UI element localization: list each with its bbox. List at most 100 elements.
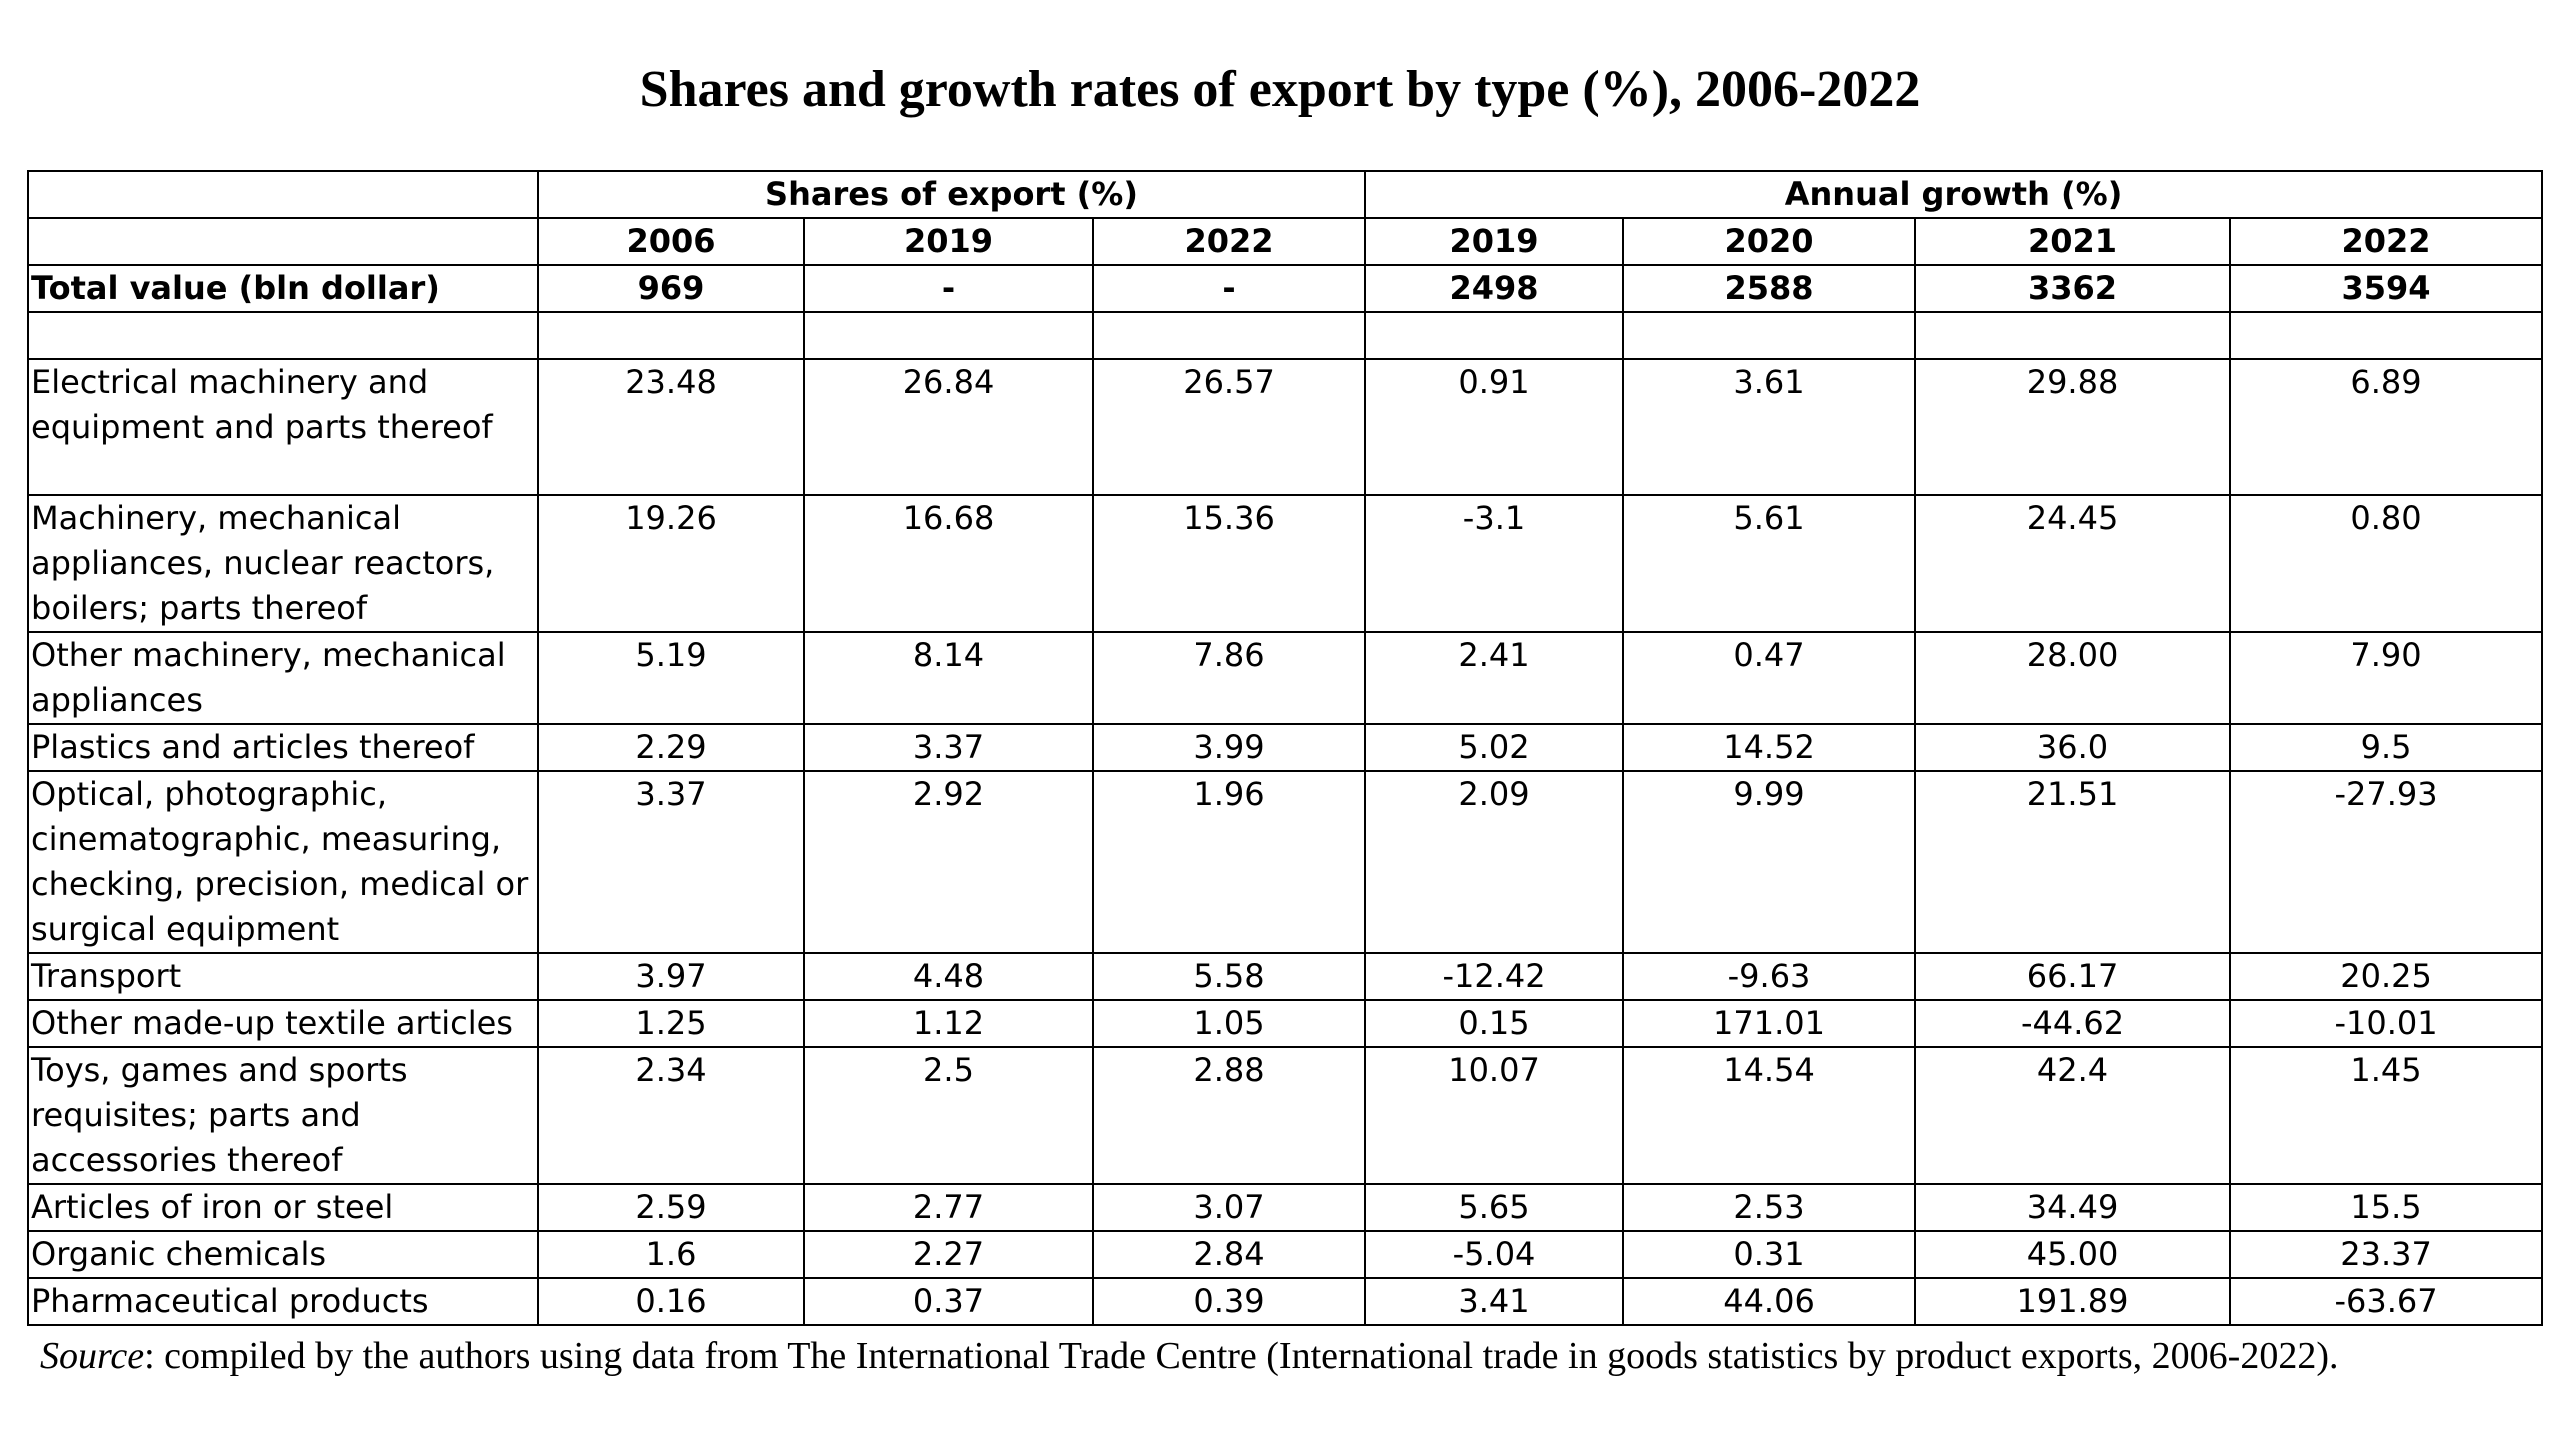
growth-group-header: Annual growth (%) <box>1364 170 2544 219</box>
table-row: Electrical machinery and equipment and p… <box>27 358 2544 496</box>
value-cell: 28.00 <box>1914 631 2232 725</box>
table-row: Other made-up textile articles 1.25 1.12 1.… <box>27 999 2544 1048</box>
table-row: Pharmaceutical products 0.16 0.37 0.39 3.41 4… <box>27 1277 2544 1326</box>
value-cell: 2.34 <box>537 1046 805 1185</box>
value-cell: 26.57 <box>1091 358 1367 496</box>
value-cell: 1.25 <box>537 999 805 1048</box>
total-value: 3594 <box>2229 264 2544 313</box>
export-table: Shares of export (%) Annual growth (%) 2… <box>27 170 2544 1326</box>
product-label: Articles of iron or steel <box>27 1183 539 1232</box>
value-cell: 5.65 <box>1364 1183 1625 1232</box>
value-cell: 5.02 <box>1364 723 1625 772</box>
value-cell: 0.31 <box>1622 1230 1917 1279</box>
value-cell: 1.45 <box>2229 1046 2544 1185</box>
value-cell: 24.45 <box>1914 494 2232 633</box>
product-label: Transport <box>27 952 539 1001</box>
product-label: Toys, games and sports requisites; parts… <box>27 1046 539 1185</box>
value-cell: 6.89 <box>2229 358 2544 496</box>
year-header: 2019 <box>803 217 1094 266</box>
total-value: 3362 <box>1914 264 2232 313</box>
value-cell: 0.47 <box>1622 631 1917 725</box>
value-cell: -9.63 <box>1622 952 1917 1001</box>
year-header: 2006 <box>537 217 805 266</box>
value-cell: 15.36 <box>1091 494 1367 633</box>
source-prefix: Source <box>40 1335 145 1377</box>
shares-group-header: Shares of export (%) <box>536 170 1367 219</box>
value-cell: 9.99 <box>1622 770 1917 954</box>
year-header: 2019 <box>1364 217 1625 266</box>
total-value: 969 <box>537 264 805 313</box>
value-cell: 3.37 <box>803 723 1094 772</box>
total-row: Total value (bln dollar) 969 - - 2498 25… <box>27 264 2544 313</box>
table-row: Transport 3.97 4.48 5.58 -12.42 -9.63 66.17 20.… <box>27 952 2544 1001</box>
product-label: Plastics and articles thereof <box>27 723 539 772</box>
total-value: 2498 <box>1364 264 1625 313</box>
table-row: Machinery, mechanical appliances, nuclea… <box>27 494 2544 633</box>
value-cell: 10.07 <box>1364 1046 1625 1185</box>
value-cell: 3.37 <box>537 770 805 954</box>
source-text: : compiled by the authors using data fro… <box>144 1335 2339 1377</box>
value-cell: 2.5 <box>803 1046 1094 1185</box>
value-cell: 23.37 <box>2229 1230 2544 1279</box>
corner-cell <box>27 170 539 219</box>
product-label: Electrical machinery and equipment and p… <box>27 358 539 496</box>
value-cell: 5.19 <box>537 631 805 725</box>
table-row: Articles of iron or steel 2.59 2.77 3.07 5.6… <box>27 1183 2544 1232</box>
value-cell: 2.59 <box>537 1183 805 1232</box>
value-cell: 3.61 <box>1622 358 1917 496</box>
value-cell: -27.93 <box>2229 770 2544 954</box>
value-cell: 0.16 <box>537 1277 805 1326</box>
value-cell: 5.61 <box>1622 494 1917 633</box>
value-cell: 15.5 <box>2229 1183 2544 1232</box>
value-cell: 29.88 <box>1914 358 2232 496</box>
total-label: Total value (bln dollar) <box>27 264 539 313</box>
value-cell: 2.77 <box>803 1183 1094 1232</box>
value-cell: 2.92 <box>803 770 1094 954</box>
value-cell: 171.01 <box>1622 999 1917 1048</box>
value-cell: 20.25 <box>2229 952 2544 1001</box>
value-cell: 3.97 <box>537 952 805 1001</box>
value-cell: 42.4 <box>1914 1046 2232 1185</box>
value-cell: 14.54 <box>1622 1046 1917 1185</box>
value-cell: 26.84 <box>803 358 1094 496</box>
year-header: 2022 <box>2229 217 2544 266</box>
value-cell: 3.41 <box>1364 1277 1625 1326</box>
table-row: Plastics and articles thereof 2.29 3.37 3.9… <box>27 723 2544 772</box>
group-header-row: Shares of export (%) Annual growth (%) <box>27 170 2544 219</box>
table-row: Organic chemicals 1.6 2.27 2.84 -5.04 0.31 45.… <box>27 1230 2544 1279</box>
value-cell: 2.88 <box>1091 1046 1367 1185</box>
value-cell: 0.39 <box>1091 1277 1367 1326</box>
product-label: Organic chemicals <box>27 1230 539 1279</box>
value-cell: -63.67 <box>2229 1277 2544 1326</box>
value-cell: 4.48 <box>803 952 1094 1001</box>
value-cell: 23.48 <box>537 358 805 496</box>
value-cell: 66.17 <box>1914 952 2232 1001</box>
value-cell: 7.86 <box>1091 631 1367 725</box>
spacer-row <box>27 311 2544 360</box>
value-cell: 7.90 <box>2229 631 2544 725</box>
product-label: Pharmaceutical products <box>27 1277 539 1326</box>
year-header: 2022 <box>1091 217 1367 266</box>
value-cell: 21.51 <box>1914 770 2232 954</box>
product-label: Other machinery, mechanical appliances <box>27 631 539 725</box>
source-note: Source: compiled by the authors using da… <box>40 1330 2520 1382</box>
value-cell: 5.58 <box>1091 952 1367 1001</box>
value-cell: 2.84 <box>1091 1230 1367 1279</box>
value-cell: -5.04 <box>1364 1230 1625 1279</box>
value-cell: 0.37 <box>803 1277 1094 1326</box>
value-cell: 19.26 <box>537 494 805 633</box>
product-label: Machinery, mechanical appliances, nuclea… <box>27 494 539 633</box>
value-cell: 36.0 <box>1914 723 2232 772</box>
value-cell: 44.06 <box>1622 1277 1917 1326</box>
value-cell: 1.96 <box>1091 770 1367 954</box>
corner-cell <box>27 218 539 266</box>
year-header-row: 2006 2019 2022 2019 2020 2021 2022 <box>27 217 2544 266</box>
table-row: Optical, photographic, cinematographic, … <box>27 770 2544 954</box>
value-cell: 2.29 <box>537 723 805 772</box>
year-header: 2020 <box>1622 217 1917 266</box>
total-value: - <box>803 264 1094 313</box>
value-cell: -12.42 <box>1364 952 1625 1001</box>
table-row: Toys, games and sports requisites; parts… <box>27 1046 2544 1185</box>
value-cell: 8.14 <box>803 631 1094 725</box>
value-cell: 3.07 <box>1091 1183 1367 1232</box>
